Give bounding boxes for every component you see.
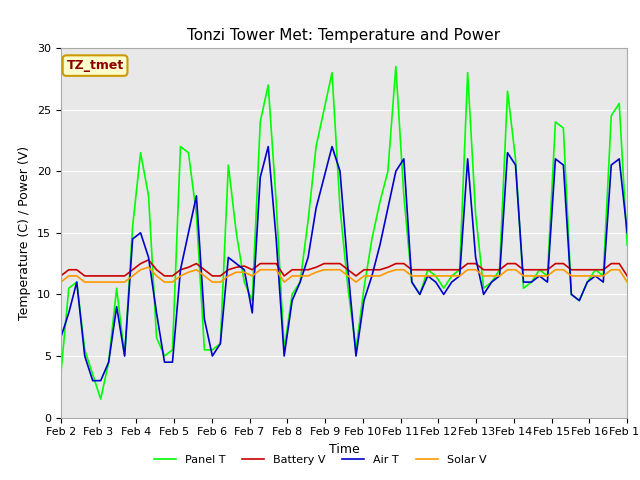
Solar V xyxy=(424,273,431,279)
Line: Solar V: Solar V xyxy=(61,267,627,282)
Panel T xyxy=(623,242,631,248)
Panel T xyxy=(392,64,400,70)
Battery V xyxy=(623,273,631,279)
Line: Panel T: Panel T xyxy=(61,67,627,399)
Legend: Panel T, Battery V, Air T, Solar V: Panel T, Battery V, Air T, Solar V xyxy=(149,451,491,469)
Solar V xyxy=(200,273,208,279)
Panel T xyxy=(145,193,152,199)
Panel T xyxy=(456,267,463,273)
Air T xyxy=(432,279,440,285)
Air T xyxy=(623,230,631,236)
Panel T xyxy=(257,119,264,125)
Battery V xyxy=(448,267,456,273)
Air T xyxy=(392,168,400,174)
Solar V xyxy=(137,267,145,273)
Solar V xyxy=(257,267,264,273)
Y-axis label: Temperature (C) / Power (V): Temperature (C) / Power (V) xyxy=(19,146,31,320)
Solar V xyxy=(57,279,65,285)
Solar V xyxy=(623,279,631,285)
Battery V xyxy=(137,261,145,266)
Air T xyxy=(57,335,65,340)
Title: Tonzi Tower Met: Temperature and Power: Tonzi Tower Met: Temperature and Power xyxy=(188,28,500,43)
Air T xyxy=(145,254,152,260)
Air T xyxy=(257,175,264,180)
Battery V xyxy=(384,264,392,270)
Battery V xyxy=(57,273,65,279)
Air T xyxy=(456,273,463,279)
Battery V xyxy=(257,261,264,266)
Air T xyxy=(89,378,97,384)
Line: Battery V: Battery V xyxy=(61,260,627,276)
Battery V xyxy=(200,267,208,273)
Air T xyxy=(264,144,272,149)
X-axis label: Time: Time xyxy=(328,443,360,456)
Text: TZ_tmet: TZ_tmet xyxy=(67,59,124,72)
Solar V xyxy=(145,264,152,270)
Panel T xyxy=(57,372,65,377)
Panel T xyxy=(97,396,104,402)
Battery V xyxy=(424,267,431,273)
Panel T xyxy=(591,267,599,273)
Solar V xyxy=(448,273,456,279)
Line: Air T: Air T xyxy=(61,146,627,381)
Air T xyxy=(591,273,599,279)
Panel T xyxy=(384,168,392,174)
Solar V xyxy=(384,269,392,275)
Panel T xyxy=(432,273,440,279)
Battery V xyxy=(145,257,152,263)
